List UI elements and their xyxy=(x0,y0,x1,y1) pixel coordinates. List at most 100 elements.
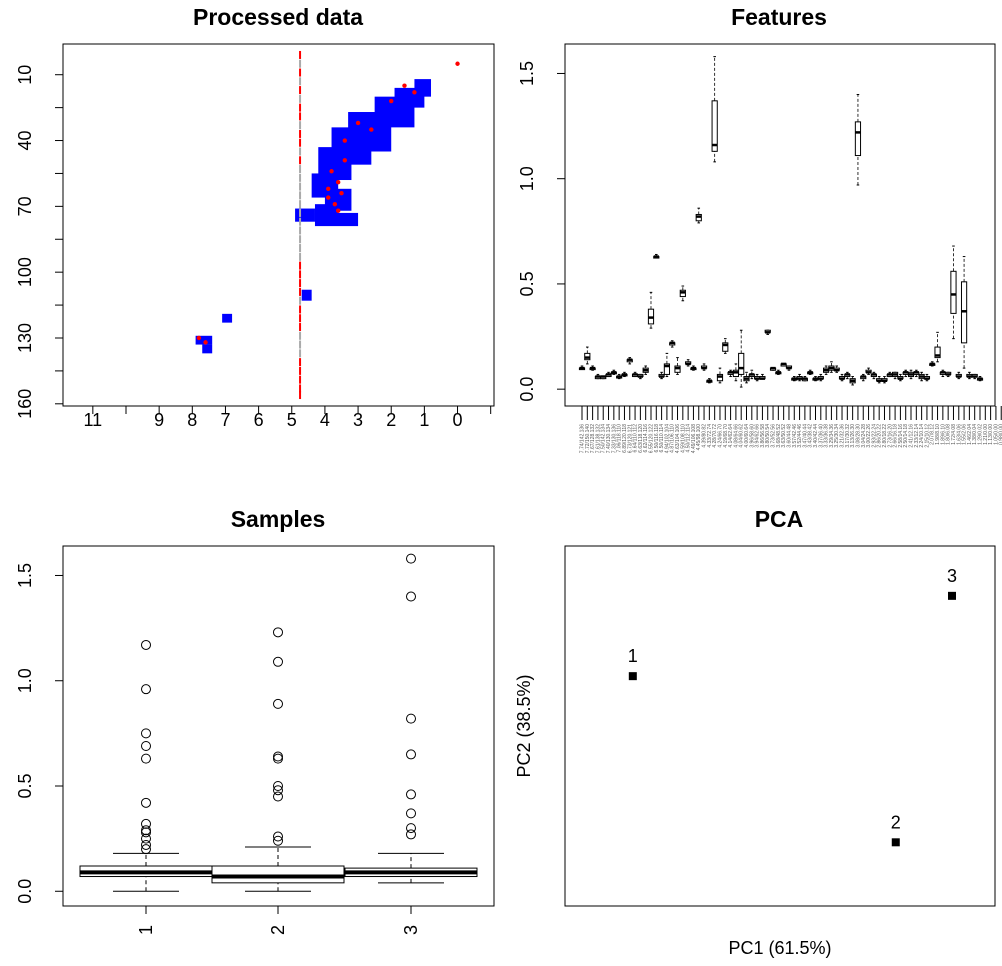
feature-box xyxy=(610,369,617,375)
feature-box xyxy=(854,94,862,186)
interquartile-box xyxy=(663,363,671,375)
centroid-mark xyxy=(299,173,302,182)
centroid-mark xyxy=(299,261,302,270)
peak-region xyxy=(202,344,213,354)
feature-box xyxy=(929,361,936,367)
feature-box xyxy=(780,362,787,367)
feature-label: 7.72/150.140 xyxy=(585,424,591,453)
feature-box xyxy=(923,373,931,382)
feature-label: 2.15/10.12 xyxy=(924,424,930,448)
feature-label: 3.94/62.66 xyxy=(755,424,761,448)
centroid-mark xyxy=(299,200,302,209)
peak-point xyxy=(196,335,202,341)
outlier-point xyxy=(273,627,283,638)
outlier-point xyxy=(141,753,151,764)
outlier-point xyxy=(273,753,283,764)
y-tick-label: 130 xyxy=(15,323,35,353)
x-tick-label: 1 xyxy=(419,410,429,430)
feature-box xyxy=(823,365,830,375)
peak-point xyxy=(412,90,417,95)
pca-frame xyxy=(564,545,996,907)
feature-label: 4.59/108.110 xyxy=(680,424,686,453)
samples-y-axis: 0.0 0.5 1.0 1.5 xyxy=(15,563,63,904)
pca-point-label: 1 xyxy=(628,646,638,666)
feature-label: 3.60/44.48 xyxy=(786,424,792,448)
centroid-mark xyxy=(299,77,302,86)
feature-box xyxy=(600,375,607,380)
centroid-mark xyxy=(299,121,302,130)
feature-label: 4.00/60.64 xyxy=(744,424,750,448)
centroid-mark xyxy=(299,358,302,367)
feature-label: 6.50/116.118 xyxy=(654,424,660,453)
feature-box xyxy=(860,373,867,382)
y-tick-label: 1.5 xyxy=(517,61,537,86)
feature-box xyxy=(647,291,655,329)
feature-label: 3.40/42.44 xyxy=(813,424,819,448)
samples-x-axis: 1 2 3 xyxy=(136,906,421,935)
outlier-point xyxy=(141,797,151,808)
feature-label: 4.19/68.70 xyxy=(723,424,729,448)
sample-box xyxy=(79,639,213,892)
feature-label: 4.49/106.108 xyxy=(691,424,697,453)
feature-label: 4.94/102.104 xyxy=(664,424,670,453)
feature-label: 3.29/34.36 xyxy=(829,424,835,448)
feature-label: 3.04/24.28 xyxy=(861,424,867,448)
feature-box xyxy=(653,253,660,259)
feature-box xyxy=(621,371,628,378)
feature-label: 3.86/56.58 xyxy=(760,424,766,448)
x-tick-label: 4 xyxy=(320,410,330,430)
feature-box xyxy=(976,376,984,382)
peak-point xyxy=(342,138,348,143)
peak-point xyxy=(335,180,341,185)
peak-point xyxy=(402,83,407,88)
panel-pca: PCA 1 2 3 PC1 (61.5%) PC2 (38.5%) xyxy=(514,506,996,958)
y-tick-label: 1.0 xyxy=(15,668,35,693)
outlier-point xyxy=(273,751,283,762)
x-tick-label: 8 xyxy=(187,410,197,430)
centroid-mark xyxy=(299,147,302,156)
feature-label: 1.05/0.00 xyxy=(993,424,999,445)
processed-data-y-axis: 10 40 70 100 130 160 xyxy=(15,65,63,419)
pca-point-label: 2 xyxy=(891,812,901,832)
feature-box xyxy=(844,371,851,380)
centroid-mark xyxy=(299,68,302,77)
peak-region xyxy=(195,335,213,345)
outlier-point xyxy=(406,553,416,564)
feature-label: 1.80/6.08 xyxy=(946,424,952,445)
feature-box xyxy=(706,378,713,384)
processed-data-title: Processed data xyxy=(193,4,363,30)
pca-point xyxy=(628,672,637,681)
feature-box xyxy=(584,346,591,365)
feature-label: 3.80/50.54 xyxy=(765,424,771,448)
feature-box xyxy=(748,369,755,380)
feature-label: 3.43/38.42 xyxy=(808,424,814,448)
centroid-mark xyxy=(299,165,302,174)
feature-label: 4.50/112.114 xyxy=(686,424,692,453)
feature-box xyxy=(727,369,734,378)
feature-box xyxy=(594,373,602,380)
feature-box xyxy=(838,373,846,382)
feature-box xyxy=(700,363,708,371)
feature-box xyxy=(907,369,915,380)
outlier-point xyxy=(406,713,416,724)
peak-point xyxy=(329,169,334,174)
feature-label: 4.63/104.106 xyxy=(675,424,681,453)
features-x-axis: 7.74/142.136 7.72/150.140 7.67/128.132 7.61… xyxy=(580,406,1002,453)
feature-box xyxy=(902,369,909,378)
peak-point xyxy=(203,340,208,345)
feature-label: 3.68/48.52 xyxy=(776,424,782,448)
feature-label: 2.58/14.16 xyxy=(898,424,904,448)
outlier-point xyxy=(273,781,283,791)
peak-point xyxy=(342,158,348,163)
centroid-mark xyxy=(299,305,302,314)
feature-box xyxy=(971,373,978,380)
centroid-mark xyxy=(299,323,302,332)
feature-label: 4.45/98.100 xyxy=(696,424,702,451)
pca-point xyxy=(948,591,956,600)
y-tick-label: 40 xyxy=(15,131,35,151)
x-tick-label: 6 xyxy=(254,410,264,430)
outlier-point xyxy=(406,808,416,819)
feature-box xyxy=(658,371,665,380)
outlier-point xyxy=(273,656,283,667)
feature-box xyxy=(934,331,941,363)
